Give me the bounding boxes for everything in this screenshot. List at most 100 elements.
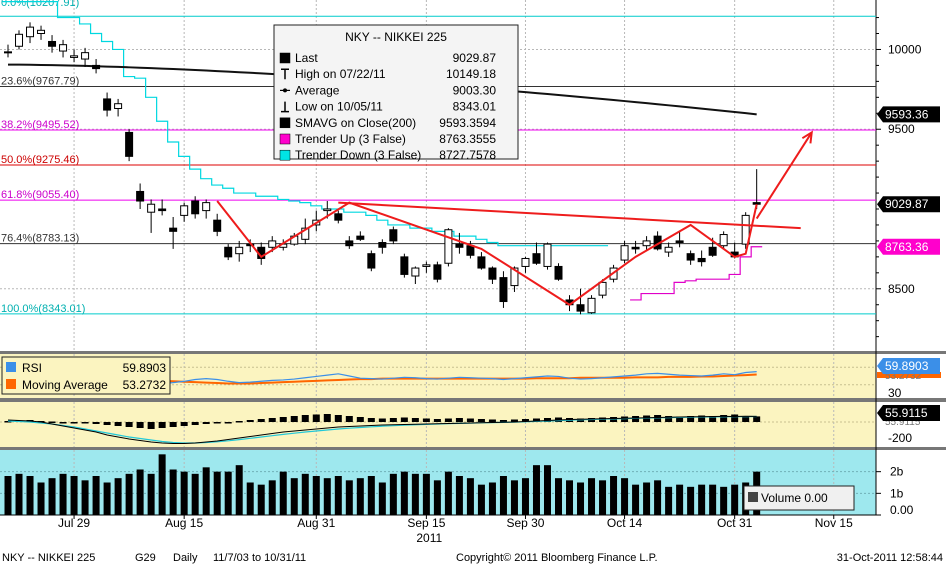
candle-body-up xyxy=(411,267,420,277)
candle-body-down xyxy=(554,265,563,280)
candle xyxy=(576,288,585,315)
footer-copyright: Copyright© 2011 Bloomberg Finance L.P. xyxy=(456,552,658,564)
momentum-histogram-bar xyxy=(444,418,452,422)
momentum-histogram-bar xyxy=(411,418,419,422)
candle xyxy=(741,212,750,249)
candle-body-up xyxy=(741,214,750,245)
candle-body-up xyxy=(543,243,552,267)
momentum-histogram-bar xyxy=(345,416,353,422)
volume-bar xyxy=(4,476,12,515)
candle xyxy=(213,213,222,237)
momentum-histogram-bar xyxy=(400,417,408,422)
candle xyxy=(180,202,189,222)
candle xyxy=(719,231,728,249)
candle-body-up xyxy=(598,281,607,296)
candle xyxy=(334,210,343,224)
momentum-histogram-bar xyxy=(92,422,100,424)
volume-bar xyxy=(422,473,430,515)
candle xyxy=(521,256,530,273)
volume-axis-label: 0.00 xyxy=(890,503,914,517)
price-legend-value: 8763.3555 xyxy=(439,132,496,146)
price-legend-value: 10149.18 xyxy=(446,67,496,81)
volume-legend-box xyxy=(743,485,855,511)
volume-bar xyxy=(180,471,188,515)
candle xyxy=(37,25,46,40)
candle-body-down xyxy=(466,245,475,256)
momentum-histogram-bar xyxy=(378,418,386,422)
candle-body-down xyxy=(697,257,706,263)
footer-page: G29 xyxy=(135,552,156,564)
volume-bar xyxy=(665,486,673,515)
panel-divider xyxy=(0,447,946,450)
candle-body-down xyxy=(532,253,541,264)
candle-body-up xyxy=(323,208,332,212)
candle xyxy=(26,22,35,44)
x-axis-label: Aug 15 xyxy=(165,516,203,530)
candle xyxy=(378,239,387,254)
momentum-histogram-bar xyxy=(312,414,320,422)
footer-timestamp: 31-Oct-2011 12:58:44 xyxy=(837,552,943,564)
volume-bar xyxy=(488,482,496,515)
price-tag-label: 9593.36 xyxy=(885,107,929,121)
price-legend-value: 8727.7578 xyxy=(439,148,496,162)
legend-swatch xyxy=(279,52,291,64)
candle xyxy=(488,266,497,284)
x-axis-label: Nov 15 xyxy=(815,516,853,530)
momentum-histogram-bar xyxy=(466,418,474,422)
candle xyxy=(114,98,123,117)
candle-body-down xyxy=(191,200,200,215)
candle xyxy=(224,244,233,261)
rsi-ma-tag-label: 53.2732 xyxy=(885,371,922,382)
volume-bar xyxy=(70,476,78,515)
candle xyxy=(191,196,200,219)
candle xyxy=(444,228,453,267)
candle xyxy=(136,183,145,210)
rsi-legend-label: RSI xyxy=(22,361,42,375)
footer-security: NKY -- NIKKEI 225 xyxy=(2,552,95,564)
momentum-histogram-bar xyxy=(114,422,122,426)
volume-bar xyxy=(499,476,507,515)
volume-bar xyxy=(356,478,364,515)
candle xyxy=(543,242,552,270)
momentum-histogram-bar xyxy=(433,419,441,422)
candle xyxy=(147,199,156,233)
candle xyxy=(411,266,420,284)
volume-bar xyxy=(279,471,287,515)
candle-body-down xyxy=(752,202,761,205)
footer-range: 11/7/03 to 10/31/11 xyxy=(213,552,306,564)
volume-bar xyxy=(709,484,717,515)
rsi-legend-value: 59.8903 xyxy=(123,361,167,375)
momentum-histogram-bar xyxy=(48,421,56,423)
x-axis-year-label: 2011 xyxy=(416,531,442,545)
candle-body-down xyxy=(169,227,178,232)
candle xyxy=(158,199,167,216)
momentum-histogram-bar xyxy=(257,419,265,422)
x-axis-label: Sep 30 xyxy=(506,516,544,530)
high-marker-icon xyxy=(281,68,289,80)
volume-bar xyxy=(411,473,419,515)
price-axis-label: 8500 xyxy=(888,282,915,296)
volume-bar xyxy=(37,482,45,515)
volume-bar xyxy=(577,482,585,515)
momentum-histogram-bar xyxy=(246,420,254,422)
volume-bar xyxy=(246,482,254,515)
candle xyxy=(664,242,673,257)
candle-body-up xyxy=(268,240,277,248)
candle-body-up xyxy=(59,44,68,52)
momentum-histogram-bar xyxy=(455,418,463,422)
volume-bar xyxy=(466,478,474,515)
volume-bar xyxy=(400,471,408,515)
candle-body-down xyxy=(4,51,12,54)
volume-bar xyxy=(191,473,199,515)
volume-legend: Volume 0.00 xyxy=(743,485,855,511)
candle-body-down xyxy=(400,256,409,275)
momentum-histogram-bar xyxy=(698,415,706,422)
price-legend-label: Trender Down (3 False) xyxy=(295,148,421,162)
candle xyxy=(48,35,57,53)
candle-body-down xyxy=(158,208,167,212)
candle-body-up xyxy=(510,267,519,287)
rsi-tag-box xyxy=(877,358,940,374)
momentum-histogram-bar xyxy=(224,422,232,424)
momentum-histogram-bar xyxy=(356,417,364,422)
candle xyxy=(301,218,310,245)
